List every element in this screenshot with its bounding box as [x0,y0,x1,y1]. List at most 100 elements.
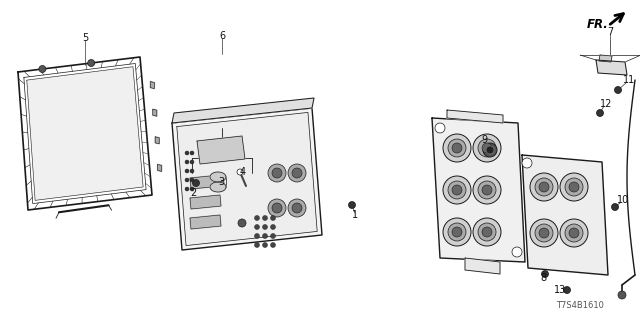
Circle shape [190,178,194,182]
Circle shape [512,247,522,257]
Circle shape [255,234,259,238]
Polygon shape [596,60,627,75]
Circle shape [565,224,583,242]
Circle shape [482,185,492,195]
Circle shape [482,143,492,153]
Circle shape [560,173,588,201]
Polygon shape [24,63,146,204]
Circle shape [185,151,189,155]
Polygon shape [172,108,322,250]
Circle shape [271,225,275,229]
Circle shape [448,223,466,241]
Circle shape [193,180,200,187]
Circle shape [185,178,189,182]
Text: 4: 4 [240,167,246,177]
Circle shape [185,160,189,164]
Polygon shape [432,118,525,262]
Circle shape [443,218,471,246]
Text: 9: 9 [481,135,487,145]
Circle shape [292,203,302,213]
Circle shape [268,199,286,217]
Polygon shape [18,57,152,210]
Text: 8: 8 [540,273,546,283]
Circle shape [541,270,548,277]
Circle shape [452,227,462,237]
Circle shape [473,176,501,204]
Circle shape [262,243,268,247]
Circle shape [611,204,618,211]
Circle shape [530,219,558,247]
Text: T7S4B1610: T7S4B1610 [556,300,604,309]
Circle shape [539,182,549,192]
Text: FR.: FR. [587,18,609,31]
Circle shape [486,146,494,154]
Circle shape [473,134,501,162]
Text: 5: 5 [82,33,88,43]
Circle shape [190,169,194,173]
Circle shape [39,66,46,73]
Circle shape [272,168,282,178]
Circle shape [271,215,275,220]
Circle shape [530,173,558,201]
Circle shape [478,139,496,157]
Polygon shape [447,110,503,123]
Circle shape [565,178,583,196]
Polygon shape [210,172,226,182]
Polygon shape [190,215,221,229]
Text: 13: 13 [554,285,566,295]
Circle shape [452,143,462,153]
Circle shape [190,187,194,191]
Circle shape [452,185,462,195]
Circle shape [448,181,466,199]
Circle shape [271,234,275,238]
Circle shape [349,202,355,209]
Polygon shape [150,82,154,89]
Circle shape [539,228,549,238]
Polygon shape [190,195,221,209]
Circle shape [563,286,570,293]
Circle shape [478,223,496,241]
Circle shape [255,243,259,247]
Circle shape [569,182,579,192]
Circle shape [560,219,588,247]
Circle shape [262,234,268,238]
Circle shape [448,139,466,157]
Circle shape [535,224,553,242]
Text: 7: 7 [607,27,613,37]
Polygon shape [153,109,157,116]
Text: 1: 1 [352,210,358,220]
Circle shape [268,164,286,182]
Polygon shape [177,112,317,245]
Circle shape [288,199,306,217]
Circle shape [596,109,604,116]
Text: 12: 12 [600,99,612,109]
Circle shape [185,169,189,173]
Circle shape [535,178,553,196]
Circle shape [255,225,259,229]
Circle shape [185,187,189,191]
Circle shape [435,123,445,133]
Circle shape [271,243,275,247]
Polygon shape [190,175,221,189]
Circle shape [292,168,302,178]
Circle shape [238,219,246,227]
Circle shape [443,134,471,162]
Text: 2: 2 [190,188,196,198]
Circle shape [255,215,259,220]
Text: 6: 6 [219,31,225,41]
Circle shape [569,228,579,238]
Polygon shape [210,182,226,192]
Polygon shape [172,98,314,123]
Text: 3: 3 [218,177,224,187]
Polygon shape [465,258,500,274]
Polygon shape [522,155,608,275]
Circle shape [190,151,194,155]
Polygon shape [155,137,159,144]
Circle shape [482,227,492,237]
Text: 11: 11 [623,75,635,85]
Circle shape [262,225,268,229]
Circle shape [614,86,621,93]
Polygon shape [157,164,161,172]
Circle shape [288,164,306,182]
Polygon shape [197,136,245,164]
